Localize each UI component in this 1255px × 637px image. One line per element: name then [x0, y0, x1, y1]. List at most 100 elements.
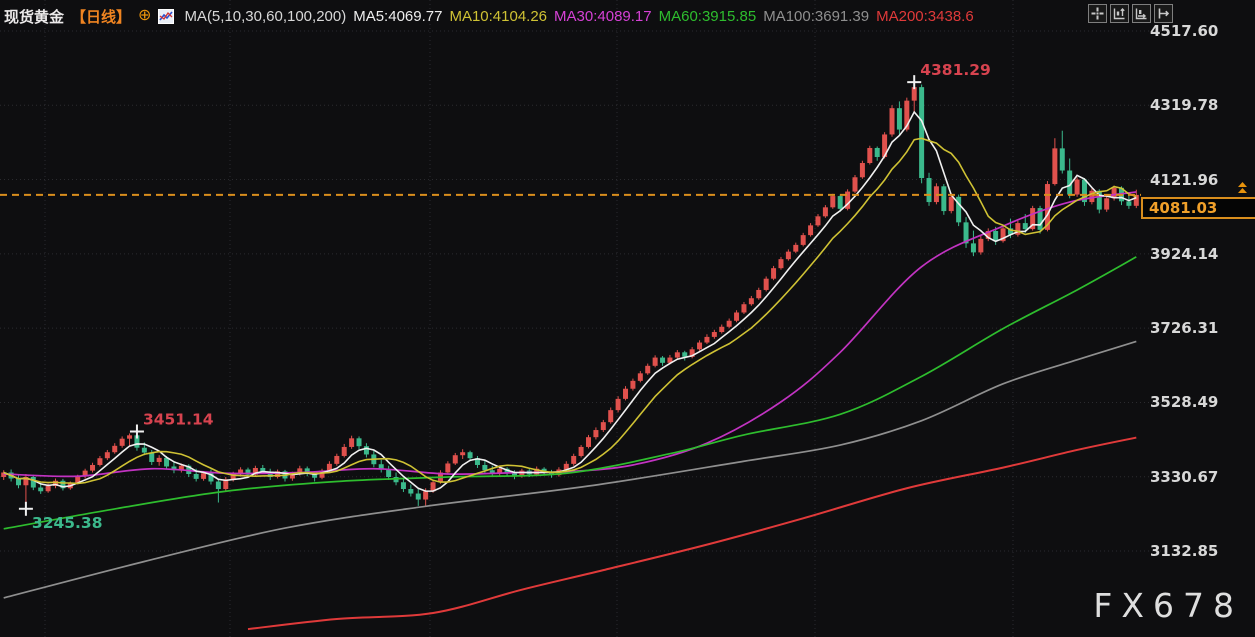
candle-body	[778, 259, 784, 269]
candle-body	[178, 465, 184, 471]
candle-body	[771, 268, 777, 279]
candle-body	[874, 147, 880, 157]
candle-body	[238, 469, 244, 474]
candle-body	[386, 469, 392, 477]
candle-body	[430, 482, 436, 492]
candle-body	[845, 191, 851, 209]
candle-body	[734, 312, 740, 321]
candle-body	[482, 464, 488, 471]
candle-body	[674, 352, 680, 358]
candle-body	[127, 435, 133, 439]
candle-body	[45, 486, 51, 492]
candle-body	[822, 207, 828, 217]
candle-body	[1007, 228, 1013, 235]
chart-header: 现货黄金 【日线】 ⊕ MA(5,10,30,60,100,200) MA5:4…	[4, 5, 974, 27]
candle-body	[763, 278, 769, 290]
candle-body	[452, 455, 458, 464]
y-axis-label: 3132.85	[1150, 542, 1219, 561]
y-axis-label: 3924.14	[1150, 244, 1219, 263]
candle-body	[245, 469, 251, 475]
ma200-value: MA200:3438.6	[876, 7, 974, 25]
candle-body	[867, 147, 873, 164]
candle-body	[830, 196, 836, 208]
candle-body	[808, 225, 814, 236]
candle-body	[578, 446, 584, 456]
candle-body	[489, 470, 495, 474]
candle-body	[815, 216, 821, 226]
candle-body	[711, 332, 717, 337]
candle-body	[319, 470, 325, 478]
candle-body	[1030, 208, 1036, 230]
candle-body	[511, 472, 517, 477]
candle-body	[275, 471, 281, 477]
candle-body	[90, 464, 96, 471]
y-axis-label: 4319.78	[1150, 96, 1219, 115]
candle-body	[630, 380, 636, 389]
candle-body	[497, 468, 503, 474]
price-scale-icon[interactable]	[1110, 4, 1129, 23]
candle-body	[993, 230, 999, 242]
candle-body	[793, 244, 799, 252]
candle-body	[267, 471, 273, 477]
candle-body	[423, 491, 429, 500]
candle-body	[593, 430, 599, 438]
y-axis-label: 3330.67	[1150, 467, 1219, 486]
candle-body	[112, 445, 118, 453]
go-to-latest-icon[interactable]	[1154, 4, 1173, 23]
candle-body	[889, 108, 895, 135]
candle-body	[941, 186, 947, 212]
candle-body	[304, 468, 310, 474]
candle-body	[956, 196, 962, 223]
candle-body	[141, 447, 147, 453]
candle-body	[415, 493, 421, 500]
candle-body	[600, 422, 606, 431]
candle-body	[785, 251, 791, 260]
candle-body	[615, 398, 621, 411]
price-alert-icon[interactable]	[1236, 181, 1249, 200]
extreme-price-annotation: 3451.14	[143, 410, 214, 428]
extreme-price-annotation: 4381.29	[920, 61, 991, 79]
candle-body	[460, 452, 466, 456]
ma100-value: MA100:3691.39	[763, 7, 870, 25]
add-compare-icon[interactable]: ⊕	[138, 7, 152, 24]
candle-body	[1015, 223, 1021, 235]
candle-body	[970, 243, 976, 253]
ma60-line	[3, 256, 1137, 530]
candle-body	[748, 298, 754, 305]
candle-body	[837, 196, 843, 209]
candle-body	[38, 487, 44, 492]
ma5-line	[3, 110, 1137, 492]
candle-body	[652, 357, 658, 366]
candle-body	[60, 480, 66, 489]
candle-body	[164, 457, 170, 467]
y-axis-label: 4121.96	[1150, 170, 1219, 189]
candle-body	[1104, 198, 1110, 210]
time-scale-icon[interactable]	[1132, 4, 1151, 23]
candle-body	[378, 464, 384, 470]
candle-body	[23, 476, 29, 486]
candle-body	[608, 410, 614, 423]
candle-body	[1074, 179, 1080, 195]
y-axis-label: 3726.31	[1150, 319, 1219, 338]
candle-body	[408, 489, 414, 494]
candle-body	[223, 479, 229, 490]
candle-body	[363, 446, 369, 455]
candle-body	[926, 178, 932, 203]
candle-body	[1089, 190, 1095, 203]
candle-body	[1022, 223, 1028, 230]
candle-body	[252, 467, 258, 475]
candle-body	[297, 468, 303, 474]
extreme-price-annotation: 3245.38	[32, 514, 103, 532]
candle-body	[312, 473, 318, 478]
ma10-value: MA10:4104.26	[449, 7, 548, 25]
y-axis-label: 4517.60	[1150, 21, 1219, 40]
symbol-name: 现货黄金	[4, 8, 65, 26]
candle-body	[1081, 179, 1087, 203]
candle-body	[474, 458, 480, 465]
candle-body	[911, 87, 917, 101]
candle-body	[985, 230, 991, 239]
candle-body	[1133, 194, 1139, 206]
pan-icon[interactable]	[1088, 4, 1107, 23]
last-price-label: 4081.03	[1141, 196, 1255, 219]
